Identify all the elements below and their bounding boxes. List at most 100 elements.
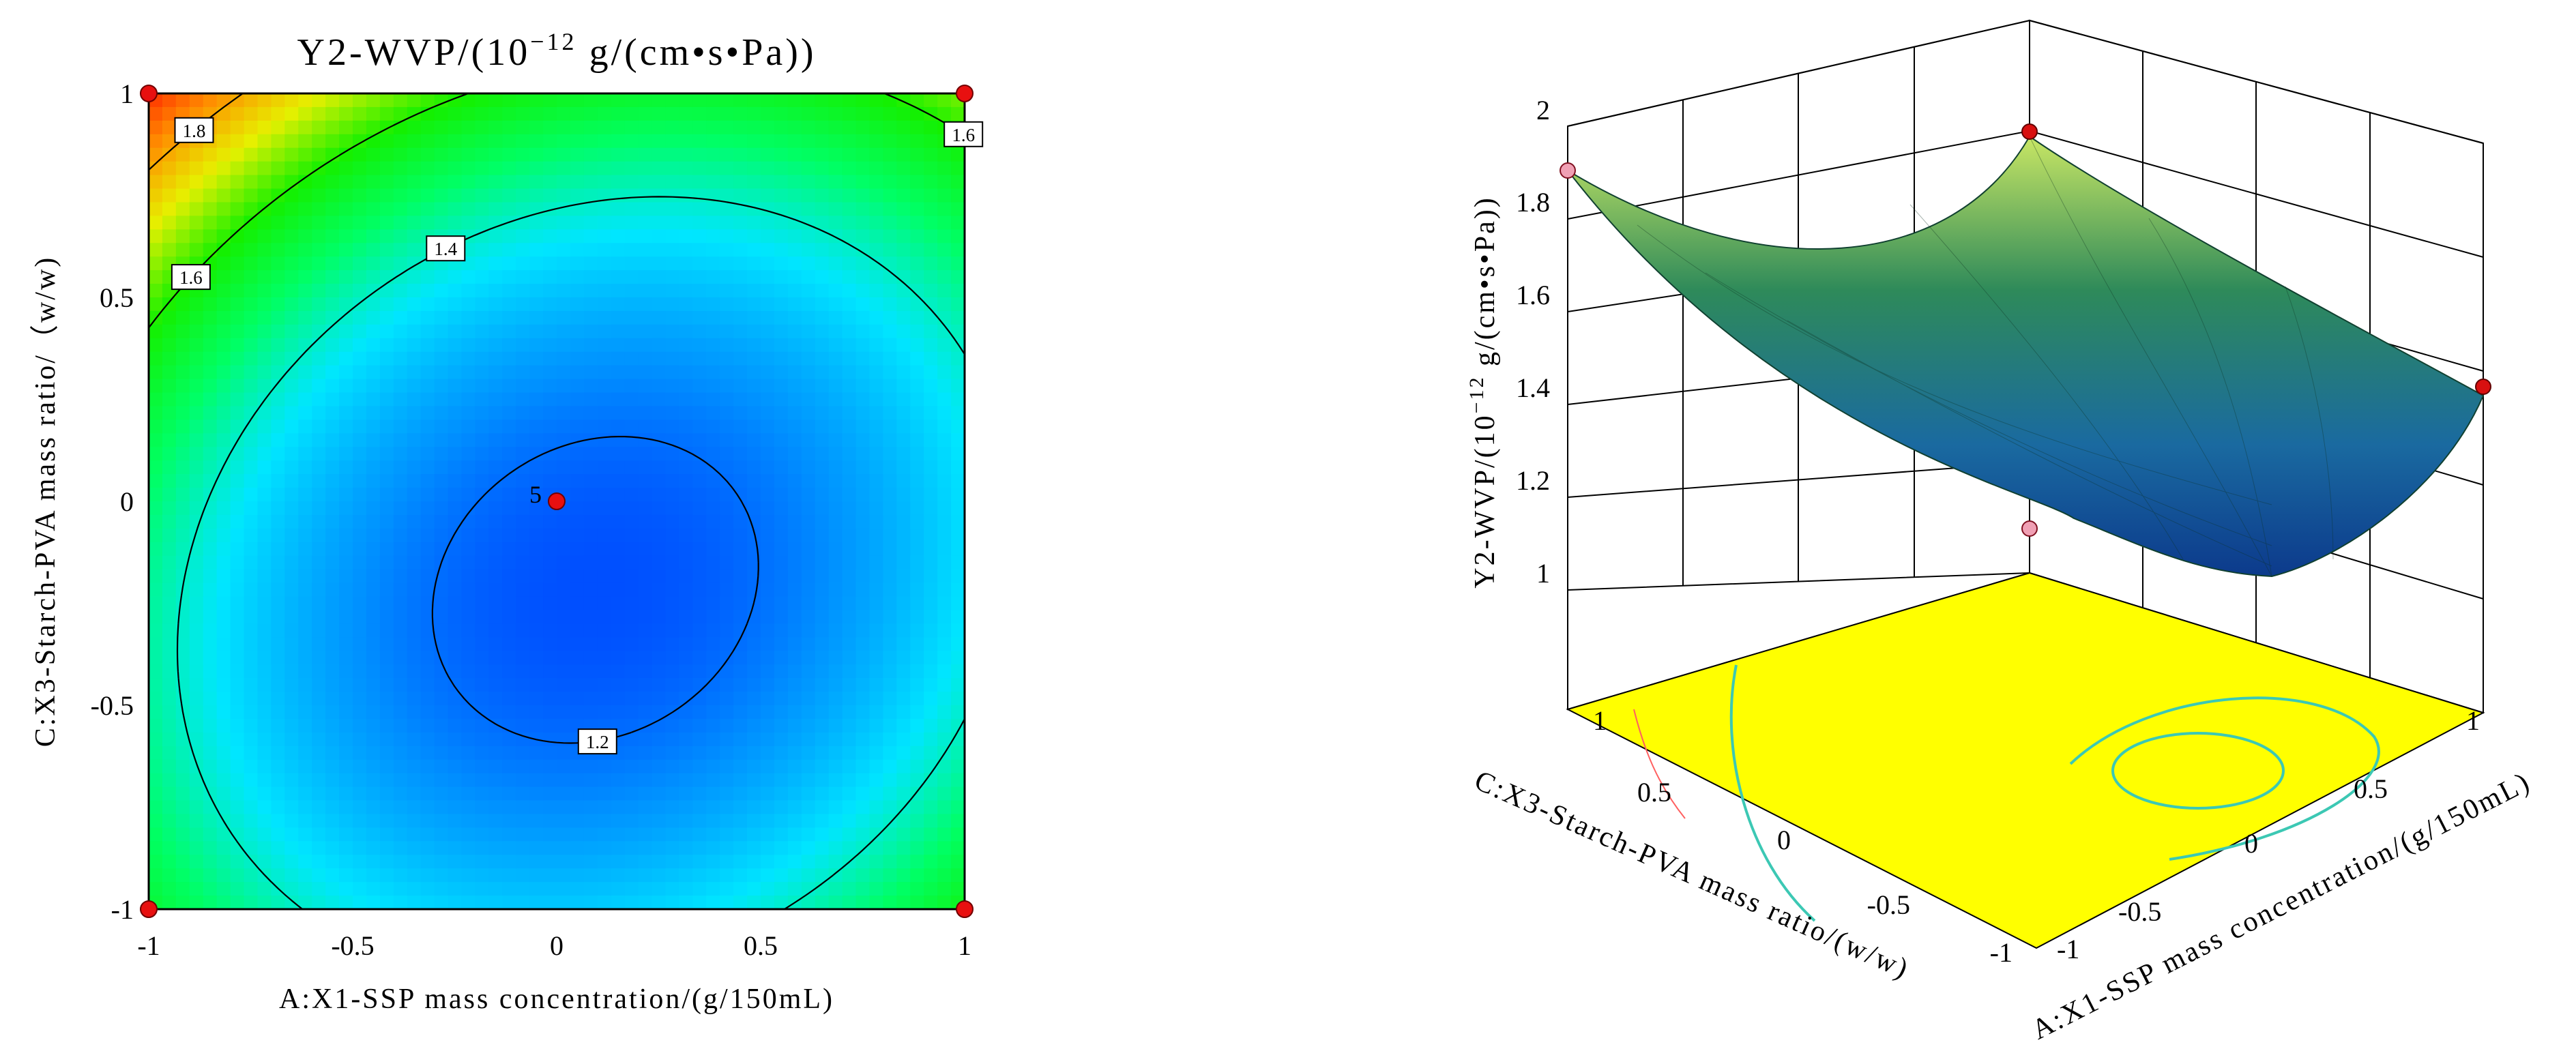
heatmap-cell — [407, 718, 422, 733]
heatmap-cell — [407, 351, 422, 366]
contour-x-ticks: -1 -0.5 0 0.5 1 — [137, 930, 971, 961]
heatmap-cell — [787, 134, 802, 149]
heatmap-cell — [720, 569, 734, 584]
heatmap-cell — [284, 637, 299, 652]
heatmap-cell — [869, 270, 884, 284]
heatmap-cell — [652, 93, 667, 108]
heatmap-cell — [339, 582, 353, 597]
heatmap-cell — [720, 514, 734, 529]
heatmap-cell — [230, 106, 245, 121]
heatmap-cell — [407, 419, 422, 434]
heatmap-cell — [557, 297, 571, 312]
heatmap-cell — [652, 569, 667, 584]
heatmap-cell — [298, 338, 312, 353]
heatmap-cell — [543, 351, 557, 366]
heatmap-cell — [434, 406, 449, 421]
heatmap-cell — [203, 175, 218, 190]
heatmap-cell — [842, 270, 857, 284]
heatmap-cell — [448, 419, 463, 434]
heatmap-cell — [502, 800, 516, 815]
heatmap-cell — [924, 338, 938, 353]
heatmap-cell — [937, 188, 952, 203]
heatmap-cell — [557, 841, 571, 856]
heatmap-cell — [815, 569, 830, 584]
heatmap-cell — [516, 814, 530, 829]
heatmap-cell — [244, 718, 259, 733]
heatmap-cell — [910, 528, 924, 543]
heatmap-cell — [747, 93, 761, 108]
heatmap-cell — [869, 216, 884, 231]
heatmap-cell — [720, 896, 734, 909]
heatmap-cell — [733, 324, 748, 339]
heatmap-cell — [883, 705, 898, 720]
heatmap-cell — [638, 868, 653, 883]
heatmap-cell — [502, 324, 516, 339]
heatmap-cell — [761, 664, 775, 679]
heatmap-cell — [937, 351, 952, 366]
heatmap-cell — [652, 814, 667, 829]
heatmap-cell — [910, 256, 924, 271]
heatmap-cell — [339, 161, 353, 176]
heatmap-cell — [502, 270, 516, 284]
heatmap-cell — [842, 175, 857, 190]
heatmap-cell — [842, 651, 857, 665]
heatmap-cell — [516, 896, 530, 909]
heatmap-cell — [842, 324, 857, 339]
heatmap-cell — [216, 256, 231, 271]
heatmap-cell — [461, 882, 476, 896]
heatmap-cell — [325, 745, 340, 760]
heatmap-cell — [910, 460, 924, 475]
heatmap-cell — [298, 882, 312, 896]
heatmap-cell — [951, 855, 965, 869]
heatmap-cell — [366, 827, 381, 842]
heatmap-cell — [407, 514, 422, 529]
heatmap-cell — [488, 202, 503, 217]
contour-heatmap — [149, 93, 965, 909]
heatmap-cell — [883, 692, 898, 706]
heatmap-cell — [583, 474, 598, 488]
heatmap-cell — [896, 501, 911, 516]
heatmap-cell — [216, 297, 231, 312]
heatmap-cell — [761, 406, 775, 421]
heatmap-cell — [339, 379, 353, 394]
heatmap-cell — [162, 692, 177, 706]
heatmap-cell — [597, 786, 612, 801]
heatmap-cell — [733, 868, 748, 883]
heatmap-cell — [910, 610, 924, 625]
heatmap-cell — [244, 664, 259, 679]
heatmap-cell — [679, 338, 694, 353]
heatmap-cell — [557, 324, 571, 339]
heatmap-cell — [692, 161, 707, 176]
heatmap-cell — [638, 216, 653, 231]
heatmap-cell — [379, 161, 394, 176]
heatmap-cell — [720, 229, 734, 244]
heatmap-cell — [570, 270, 585, 284]
heatmap-cell — [175, 338, 190, 353]
heatmap-cell — [529, 814, 544, 829]
contour-label-text: 1.4 — [434, 239, 457, 259]
heatmap-cell — [502, 569, 516, 584]
heatmap-cell — [937, 202, 952, 217]
heatmap-cell — [325, 338, 340, 353]
heatmap-cell — [787, 433, 802, 448]
heatmap-cell — [896, 447, 911, 461]
heatmap-cell — [475, 175, 490, 190]
heatmap-cell — [679, 460, 694, 475]
heatmap-cell — [461, 297, 476, 312]
heatmap-cell — [298, 528, 312, 543]
heatmap-cell — [924, 841, 938, 856]
heatmap-cell — [353, 501, 367, 516]
heatmap-cell — [855, 623, 870, 638]
heatmap-cell — [828, 555, 843, 570]
heatmap-cell — [284, 610, 299, 625]
heatmap-cell — [747, 324, 761, 339]
heatmap-cell — [379, 406, 394, 421]
heatmap-cell — [257, 582, 272, 597]
heatmap-cell — [652, 120, 667, 135]
heatmap-cell — [244, 501, 259, 516]
heatmap-cell — [611, 188, 626, 203]
heatmap-cell — [325, 147, 340, 162]
heatmap-cell — [529, 338, 544, 353]
heatmap-cell — [529, 406, 544, 421]
heatmap-cell — [162, 147, 177, 162]
